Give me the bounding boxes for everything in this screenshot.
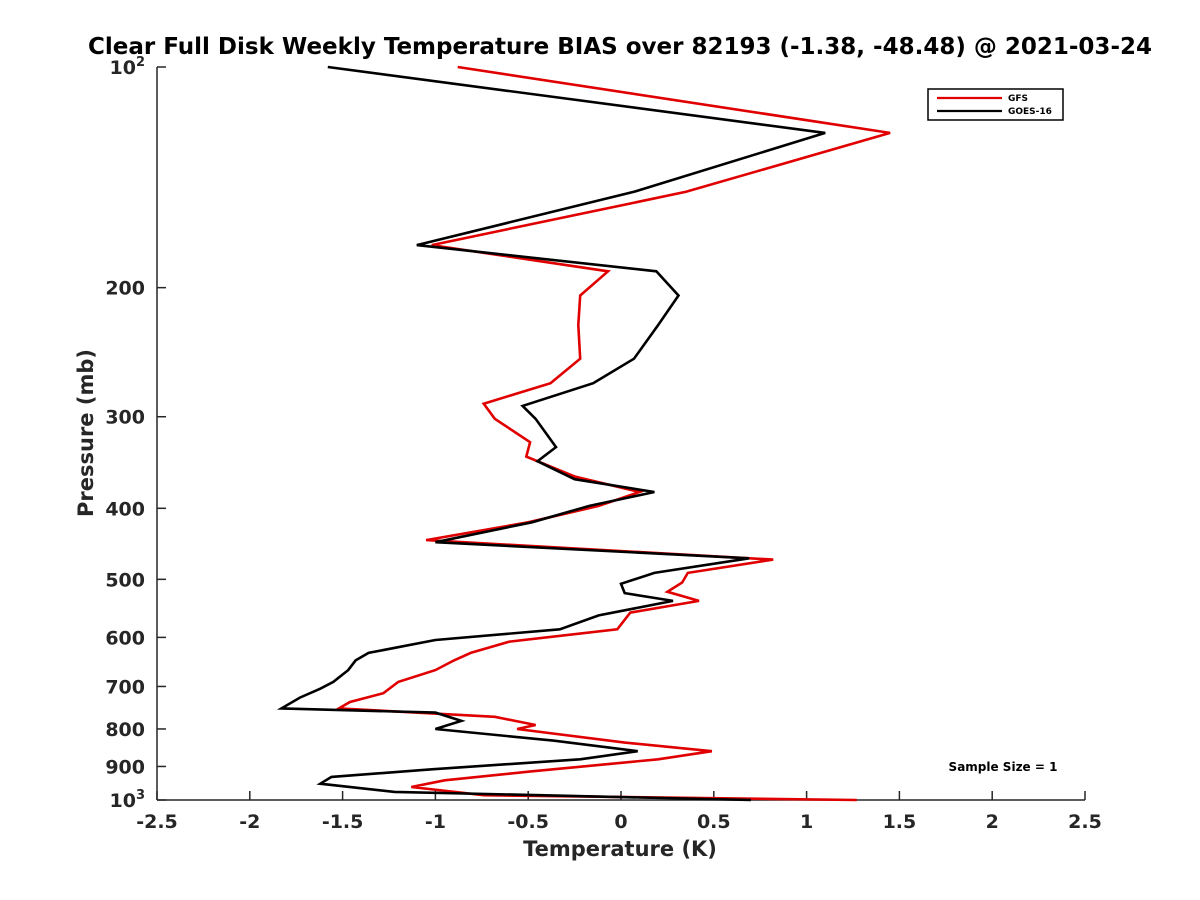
legend-box (927, 88, 1064, 121)
y-tick-label: 200 (105, 278, 145, 300)
y-tick-label: 900 (105, 756, 145, 778)
y-tick-label: 300 (105, 407, 145, 429)
legend-label-gfs: GFS (1008, 94, 1028, 104)
x-tick-label: 2.5 (1068, 811, 1102, 833)
y-tick-label: 800 (105, 719, 145, 741)
x-tick-label: -0.5 (507, 811, 549, 833)
series-line-gfs (334, 65, 891, 802)
x-tick-label: -1.5 (322, 811, 364, 833)
y-tick-label: 700 (105, 676, 145, 698)
y-axis-label: Pressure (mb) (74, 349, 98, 517)
legend: GFS GOES-16 (927, 88, 1064, 121)
x-tick-label: -2.5 (136, 811, 178, 833)
sample-size-annotation: Sample Size = 1 (949, 760, 1058, 774)
series-group (276, 65, 891, 802)
y-tick-label: 103 (110, 788, 146, 812)
legend-label-goes-16: GOES-16 (1008, 107, 1052, 117)
x-tick-label: 0.5 (697, 811, 731, 833)
series-line-goes-16 (276, 65, 826, 802)
x-tick-label: -2 (239, 811, 260, 833)
x-tick-label: 2 (986, 811, 999, 833)
x-axis-label: Temperature (K) (523, 837, 717, 861)
x-tick-label: 1.5 (883, 811, 917, 833)
y-tick-label: 600 (105, 627, 145, 649)
y-tick-label: 400 (105, 498, 145, 520)
x-tick-label: -1 (425, 811, 446, 833)
x-tick-label: 1 (800, 811, 813, 833)
y-tick-label: 500 (105, 569, 145, 591)
chart-title: Clear Full Disk Weekly Temperature BIAS … (88, 34, 1152, 60)
x-tick-label: 0 (614, 811, 627, 833)
y-tick-label: 102 (110, 55, 146, 79)
tick-group: -2.5 -2 -1.5 -1 -0.5 0 0.5 1 1.5 2 2.5 102 200 300 400… (105, 55, 1102, 833)
